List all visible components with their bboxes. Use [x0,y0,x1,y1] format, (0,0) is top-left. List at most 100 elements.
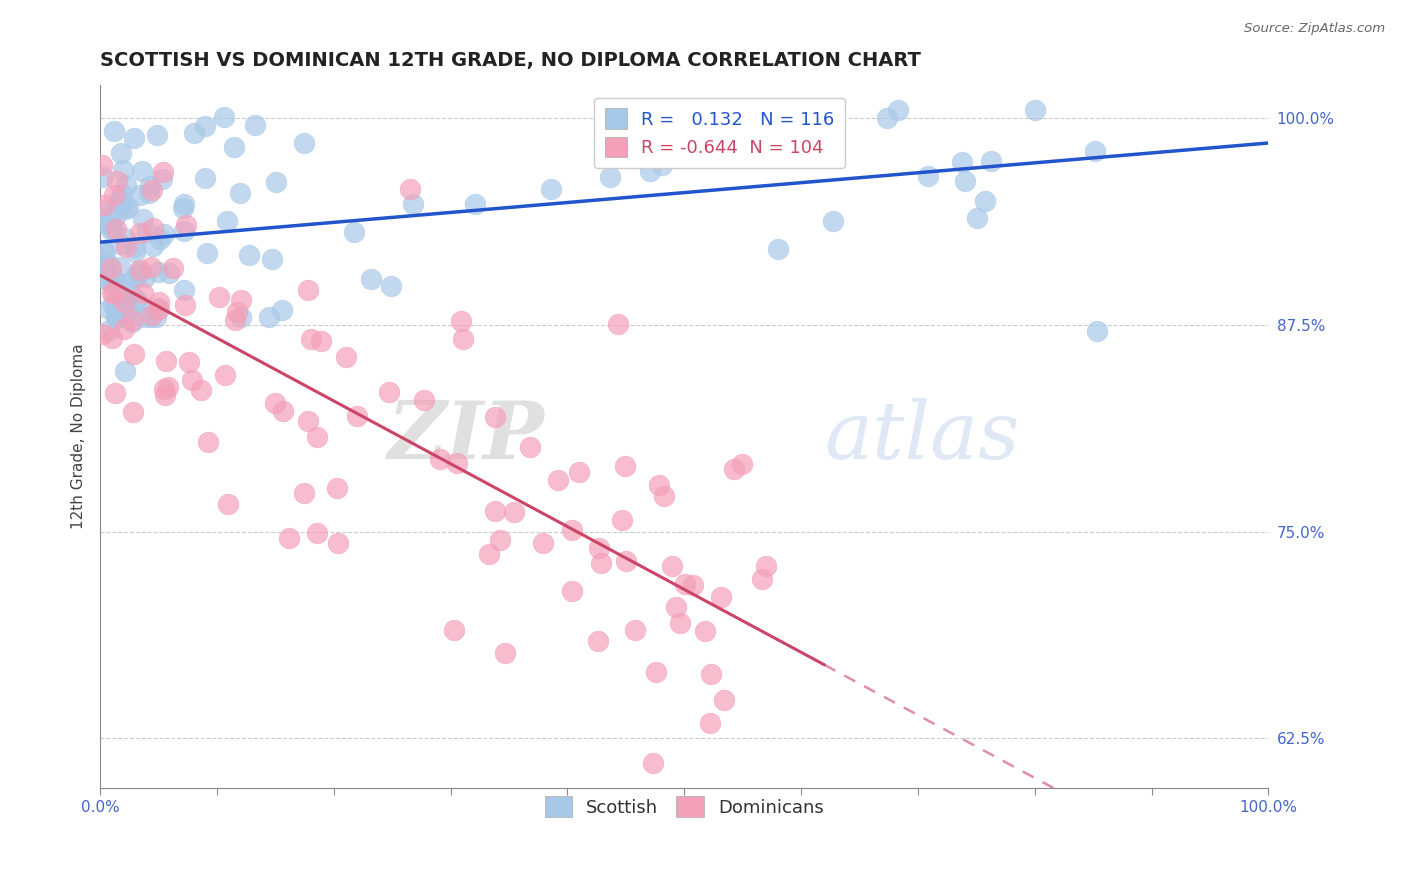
Point [124,244,146,259]
Text: ZIP: ZIP [387,398,544,475]
Point [91,170,114,185]
Point [700,666,723,681]
Point [91,243,114,257]
Point [1085,324,1108,338]
Point [378,384,401,399]
Point [326,481,349,495]
Point [157,266,180,280]
Point [484,504,506,518]
Point [197,435,219,450]
Point [297,284,319,298]
Point [94,245,117,260]
Point [153,382,176,396]
Point [197,246,219,260]
Point [264,396,287,410]
Point [162,260,184,275]
Point [105,303,128,318]
Point [104,386,127,401]
Legend: Scottish, Dominicans: Scottish, Dominicans [537,789,831,824]
Point [194,119,217,133]
Point [292,486,315,500]
Point [155,353,177,368]
Point [228,186,250,200]
Point [93,270,115,285]
Point [446,456,468,470]
Point [136,225,159,239]
Point [519,440,541,454]
Point [90,158,112,172]
Point [115,178,138,193]
Point [488,533,510,548]
Point [93,326,115,341]
Point [292,136,315,150]
Point [980,154,1002,169]
Point [638,164,661,178]
Text: atlas: atlas [824,398,1019,475]
Point [111,163,134,178]
Point [105,275,128,289]
Point [177,355,200,369]
Point [540,181,562,195]
Point [305,430,328,444]
Point [429,452,451,467]
Point [212,110,235,124]
Point [122,130,145,145]
Point [711,142,734,156]
Point [174,298,197,312]
Point [654,489,676,503]
Point [262,252,284,266]
Point [96,272,118,286]
Point [124,240,146,254]
Point [142,221,165,235]
Point [124,269,146,284]
Point [503,504,526,518]
Point [217,497,239,511]
Point [98,323,121,337]
Point [101,330,124,344]
Point [150,172,173,186]
Point [588,541,610,555]
Point [100,261,122,276]
Point [139,178,162,193]
Point [647,478,669,492]
Point [751,572,773,586]
Point [478,548,501,562]
Point [568,465,591,479]
Point [110,145,132,160]
Point [176,218,198,232]
Point [114,240,136,254]
Point [309,334,332,349]
Text: Source: ZipAtlas.com: Source: ZipAtlas.com [1244,22,1385,36]
Point [148,302,170,317]
Point [713,693,735,707]
Point [108,290,131,304]
Point [641,756,664,770]
Point [450,314,472,328]
Point [153,387,176,401]
Point [651,158,673,172]
Point [103,285,125,299]
Point [973,194,995,208]
Point [675,577,697,591]
Point [360,272,382,286]
Point [103,297,125,311]
Point [606,103,628,117]
Point [547,474,569,488]
Point [105,310,128,324]
Point [326,536,349,550]
Point [190,383,212,397]
Point [266,175,288,189]
Point [128,267,150,281]
Point [173,283,195,297]
Point [222,140,245,154]
Point [271,404,294,418]
Point [224,313,246,327]
Point [606,317,628,331]
Point [93,198,115,212]
Point [1024,103,1046,117]
Point [90,204,112,219]
Point [122,347,145,361]
Point [380,278,402,293]
Point [112,307,135,321]
Point [413,393,436,408]
